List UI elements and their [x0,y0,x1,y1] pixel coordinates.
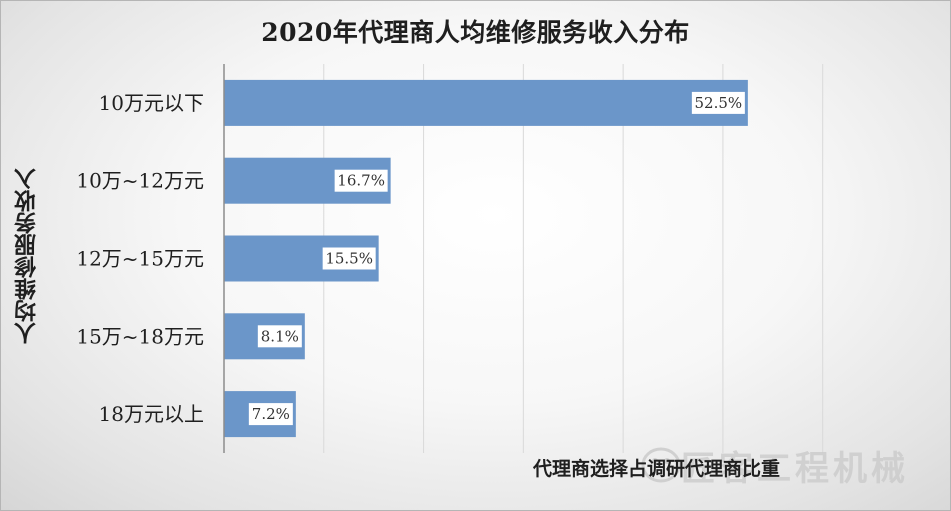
gridlines [323,64,824,453]
watermark-text: 匠客工程机械 [681,449,909,489]
x-axis-label: 代理商选择占调研代理商比重 [533,458,781,480]
bars [224,79,748,438]
category-tick-label: 12万~15万元 [76,247,204,271]
bar [224,79,748,126]
data-label-box [248,403,293,426]
data-label-box [322,247,376,270]
data-label: 52.5% [695,94,743,112]
category-tick-label: 10万~12万元 [76,169,204,193]
category-labels: 10万元以下 10万~12万元 12万~15万元 15万~18万元 18万元以上 [76,91,204,426]
data-label-box [257,325,302,348]
data-label: 8.1% [261,327,299,345]
data-label: 16.7% [337,172,385,190]
sheep-logo-icon [641,447,681,483]
category-tick-label: 10万元以下 [99,91,204,115]
data-label-box [334,169,388,192]
data-label: 7.2% [252,405,290,423]
chart-title: 2020年代理商人均维修服务收入分布 [261,18,690,47]
category-tick-label: 15万~18万元 [76,324,204,348]
category-tick-label: 18万元以上 [99,402,204,426]
data-labels: 52.5% 16.7% 15.5% 8.1% 7.2% [248,91,745,426]
data-label: 15.5% [325,250,373,268]
data-label-box [691,91,745,114]
